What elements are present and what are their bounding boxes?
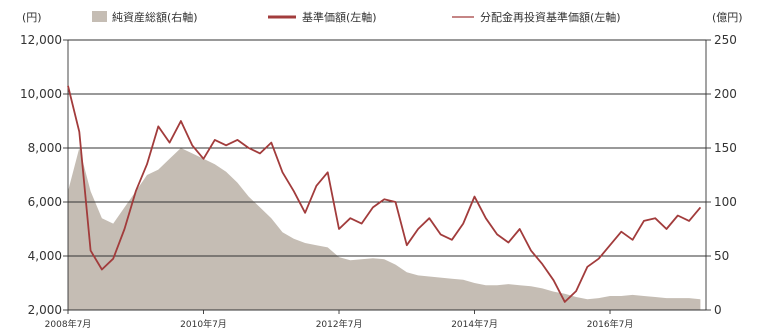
left-tick-label: 12,000 [20, 33, 62, 47]
legend-label-reinvested-nav: 分配金再投資基準価額(左軸) [480, 10, 621, 24]
left-axis: 2,000 4,000 6,000 8,000 10,000 12,000 [20, 33, 68, 317]
legend-swatch-net-assets [92, 11, 107, 22]
left-tick-label: 8,000 [28, 141, 62, 155]
x-axis: 2008年7月 2010年7月 2012年7月 2014年7月 2016年7月 [45, 310, 634, 330]
left-tick-label: 6,000 [28, 195, 62, 209]
right-tick-label: 250 [714, 33, 737, 47]
x-tick-label: 2014年7月 [451, 318, 498, 330]
left-tick-label: 10,000 [20, 87, 62, 101]
legend: 純資産総額(右軸) 基準価額(左軸) 分配金再投資基準価額(左軸) [92, 10, 621, 24]
x-tick-label: 2012年7月 [316, 318, 363, 330]
left-tick-label: 2,000 [28, 303, 62, 317]
right-tick-label: 50 [714, 249, 729, 263]
legend-label-net-assets: 純資産総額(右軸) [112, 10, 198, 24]
right-axis: 0 50 100 150 200 250 [706, 33, 737, 317]
right-tick-label: 0 [714, 303, 722, 317]
left-axis-unit: (円) [22, 11, 42, 24]
right-tick-label: 150 [714, 141, 737, 155]
right-tick-label: 100 [714, 195, 737, 209]
right-tick-label: 200 [714, 87, 737, 101]
right-axis-unit: (億円) [712, 11, 743, 24]
x-tick-label: 2010年7月 [180, 318, 227, 330]
x-tick-label: 2016年7月 [587, 318, 634, 330]
series-net-assets-area [68, 148, 701, 310]
nav-lines-layer [67, 85, 702, 303]
left-tick-label: 4,000 [28, 249, 62, 263]
x-tick-label: 2008年7月 [45, 318, 92, 330]
legend-label-nav: 基準価額(左軸) [302, 10, 377, 24]
series-reinvested-nav-line [67, 85, 701, 303]
net-assets-area-layer [68, 148, 701, 310]
gridlines [67, 39, 707, 311]
